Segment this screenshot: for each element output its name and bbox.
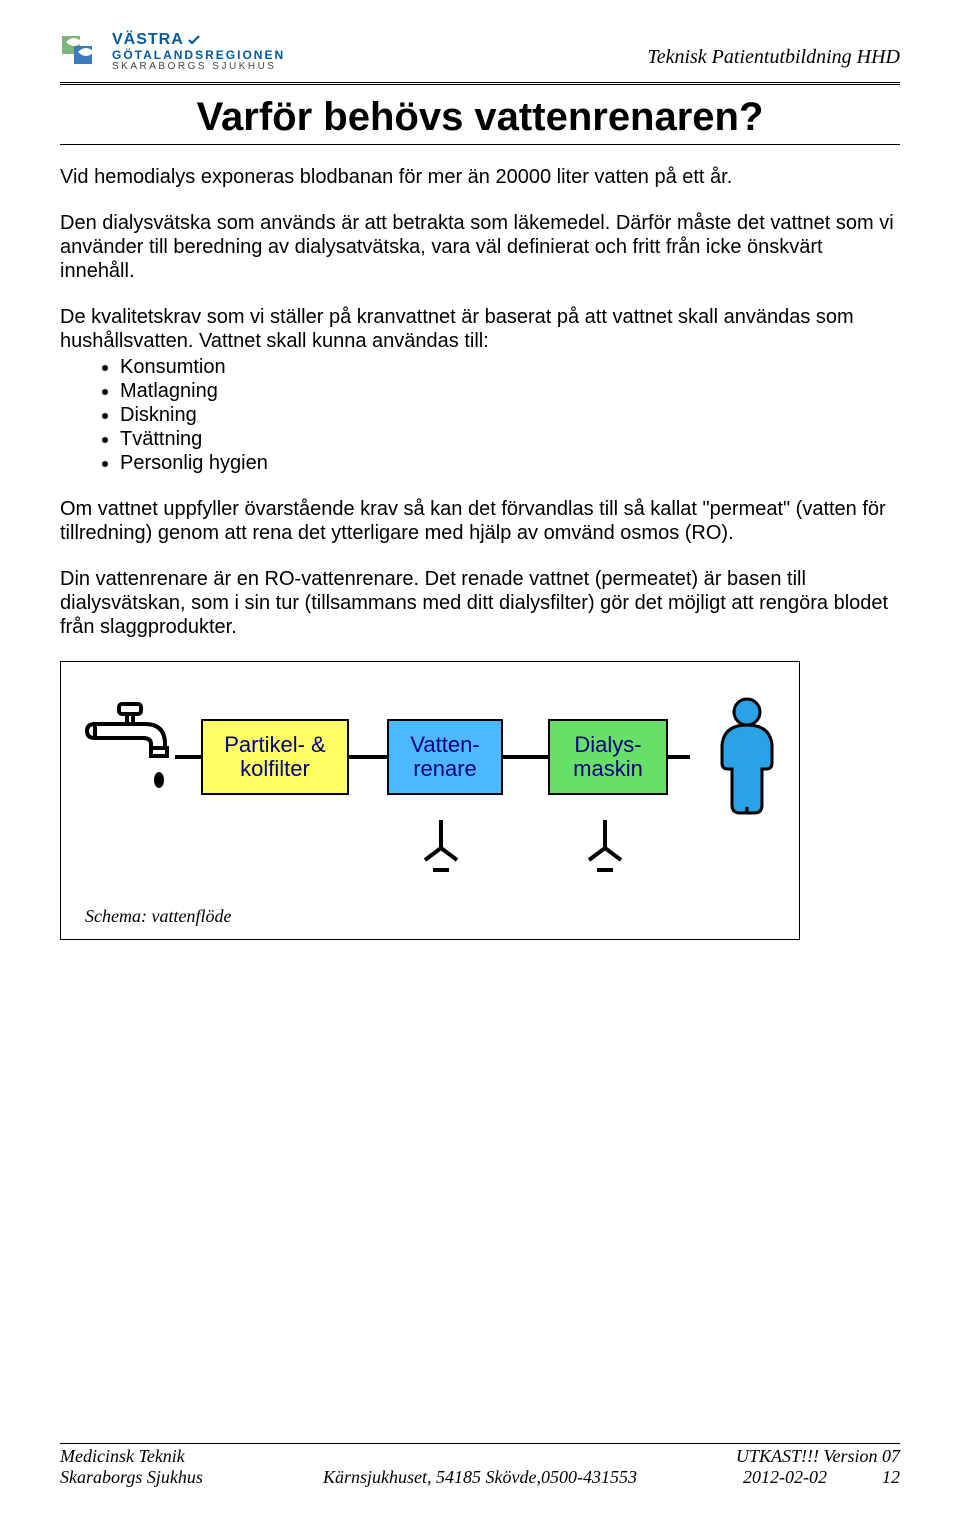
logo-line1: VÄSTRA <box>112 32 184 49</box>
paragraph-1: Vid hemodialys exponeras blodbanan för m… <box>60 165 900 189</box>
dialysis-box-line1: Dialys- <box>574 733 641 757</box>
filter-box-line2: kolfilter <box>240 757 310 781</box>
paragraph-5: Din vattenrenare är en RO-vattenrenare. … <box>60 567 900 639</box>
paragraph-2: Den dialysvätska som används är att betr… <box>60 211 900 283</box>
list-item: Konsumtion <box>120 355 900 379</box>
footer-row-1: Medicinsk Teknik UTKAST!!! Version 07 <box>60 1446 900 1467</box>
bullet-list: Konsumtion Matlagning Diskning Tvättning… <box>60 355 900 475</box>
dialysis-box: Dialys- maskin <box>548 719 668 795</box>
list-item: Personlig hygien <box>120 451 900 475</box>
document-category: Teknisk Patientutbildning HHD <box>647 32 900 69</box>
drain-lines-icon <box>85 820 785 880</box>
title-rule <box>60 144 900 145</box>
footer-rule <box>60 1443 900 1444</box>
body-content: Vid hemodialys exponeras blodbanan för m… <box>60 165 900 639</box>
connector-icon <box>668 719 690 795</box>
connector-icon <box>349 719 387 795</box>
list-item: Matlagning <box>120 379 900 403</box>
list-item: Diskning <box>120 403 900 427</box>
footer-org-unit: Medicinsk Teknik <box>60 1446 320 1467</box>
footer-right: 2012-02-02 12 <box>640 1467 900 1488</box>
footer-version: UTKAST!!! Version 07 <box>640 1446 900 1467</box>
page-header: VÄSTRA GÖTALANDSREGIONEN SKARABORGS SJUK… <box>60 32 900 76</box>
purifier-box-line1: Vatten- <box>410 733 479 757</box>
filter-box-line1: Partikel- & <box>224 733 325 757</box>
logo-check-icon <box>188 34 200 46</box>
footer-date: 2012-02-02 <box>743 1467 827 1487</box>
logo-line2: GÖTALANDSREGIONEN <box>112 49 285 62</box>
diagram-row: Partikel- & kolfilter Vatten- renare Dia… <box>85 692 775 822</box>
footer-hospital: Skaraborgs Sjukhus <box>60 1467 320 1488</box>
page-title: Varför behövs vattenrenaren? <box>60 95 900 140</box>
page: VÄSTRA GÖTALANDSREGIONEN SKARABORGS SJUK… <box>0 0 960 1524</box>
footer-address: Kärnsjukhuset, 54185 Skövde,0500-431553 <box>320 1467 640 1488</box>
paragraph-4: Om vattnet uppfyller övarstående krav så… <box>60 497 900 545</box>
header-rule <box>60 82 900 85</box>
drain-row <box>85 820 775 880</box>
filter-box: Partikel- & kolfilter <box>201 719 349 795</box>
footer-row-2: Skaraborgs Sjukhus Kärnsjukhuset, 54185 … <box>60 1467 900 1488</box>
logo-line3: SKARABORGS SJUKHUS <box>112 62 285 73</box>
diagram-caption: Schema: vattenflöde <box>85 906 775 927</box>
org-logo-text: VÄSTRA GÖTALANDSREGIONEN SKARABORGS SJUK… <box>112 32 285 73</box>
person-icon <box>712 697 782 817</box>
org-logo-block: VÄSTRA GÖTALANDSREGIONEN SKARABORGS SJUK… <box>60 32 285 76</box>
purifier-box: Vatten- renare <box>387 719 503 795</box>
page-footer: Medicinsk Teknik UTKAST!!! Version 07 Sk… <box>60 1443 900 1488</box>
org-logo-icon <box>60 32 104 76</box>
faucet-icon <box>85 702 175 812</box>
connector-icon <box>503 719 548 795</box>
footer-page-number: 12 <box>882 1467 900 1487</box>
purifier-box-line2: renare <box>413 757 477 781</box>
connector-icon <box>175 719 201 795</box>
list-item: Tvättning <box>120 427 900 451</box>
flow-diagram: Partikel- & kolfilter Vatten- renare Dia… <box>60 661 800 940</box>
dialysis-box-line2: maskin <box>573 757 643 781</box>
paragraph-3-lead: De kvalitetskrav som vi ställer på kranv… <box>60 305 900 353</box>
